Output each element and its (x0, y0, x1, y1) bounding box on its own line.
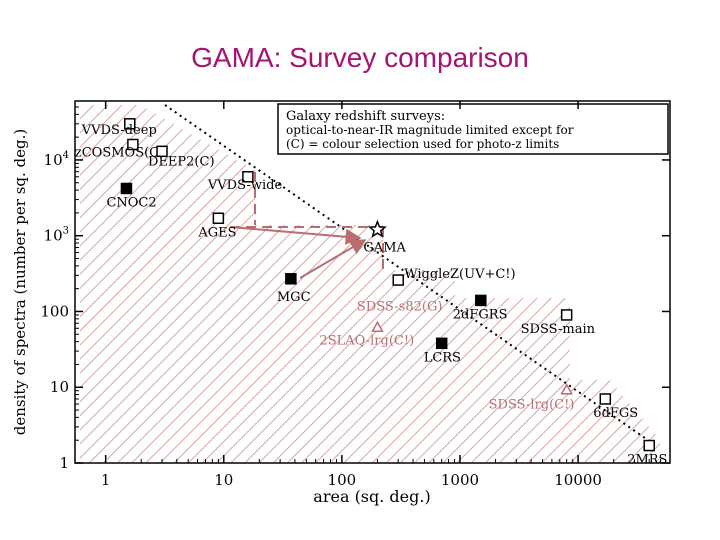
plot-frame (74, 100, 671, 464)
arrow-to-gama (299, 239, 367, 279)
data-point-label: AGES (197, 225, 236, 240)
y-tick-label: 10 (50, 378, 69, 396)
data-point-label: CNOC2 (106, 195, 156, 210)
data-point-marker (392, 274, 404, 286)
data-point-label: 2dFGRS (453, 307, 508, 322)
data-point-marker (242, 171, 254, 183)
data-point-label: 2SLAQ-lrg(C!) (319, 333, 414, 348)
arrow-to-gama (229, 226, 362, 245)
legend-line: (C) = colour selection used for photo-z … (286, 137, 559, 151)
x-tick-label: 10000 (554, 471, 602, 489)
data-point-label: zCOSMOS(C) (75, 145, 164, 160)
data-point-marker (643, 439, 655, 452)
data-point-label: GAMA (363, 241, 406, 256)
data-point-marker (127, 138, 139, 151)
data-point-marker (367, 219, 387, 238)
x-tick-label: 1 (101, 471, 111, 489)
y-tick-label: 103 (44, 226, 69, 245)
data-point-marker (285, 273, 297, 285)
legend-box (277, 103, 669, 155)
y-tick-label: 100 (40, 302, 69, 320)
data-point-marker (435, 337, 448, 350)
data-point-marker (124, 118, 136, 130)
data-point-marker (212, 212, 225, 225)
data-point-marker (371, 320, 384, 333)
x-tick-label: 10 (214, 471, 233, 489)
data-point-label: 6dFGS (593, 406, 638, 421)
data-point-marker (599, 393, 612, 405)
slide-title: GAMA: Survey comparison (191, 42, 529, 73)
data-point-label: SDSS-s82(G) (357, 300, 443, 315)
data-point-label: WiggleZ(UV+C!) (404, 267, 515, 282)
y-tick-label: 104 (44, 150, 69, 169)
data-point-marker (156, 145, 168, 158)
data-point-label: VVDS-deep (81, 123, 157, 138)
x-tick-label: 100 (328, 471, 357, 489)
x-tick-label: 1000 (441, 471, 479, 489)
data-point-marker (560, 309, 573, 321)
x-axis-label: area (sq. deg.) (313, 487, 430, 506)
data-point-label: SDSS-lrg(C!) (489, 398, 575, 413)
y-axis-label: density of spectra (number per sq. deg.) (11, 129, 29, 436)
data-point-label: VVDS-wide (207, 178, 283, 193)
y-tick-label: 1 (59, 454, 69, 472)
data-point-label: LCRS (424, 350, 461, 365)
data-point-label: SDSS-main (521, 322, 596, 337)
data-point-marker (560, 383, 573, 395)
legend-line: optical-to-near-IR magnitude limited exc… (286, 123, 574, 137)
data-point-label: 2MRS (627, 453, 667, 468)
legend-line: Galaxy redshift surveys: (286, 109, 445, 124)
hatched-region (80, 105, 660, 462)
data-point-label: DEEP2(C) (148, 154, 215, 169)
data-point-label: MGC (277, 290, 311, 305)
data-point-marker (475, 294, 487, 307)
data-point-marker (120, 182, 133, 195)
